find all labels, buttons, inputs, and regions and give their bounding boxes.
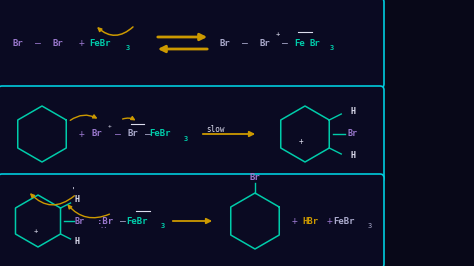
Text: +: + bbox=[299, 138, 303, 147]
Text: Br: Br bbox=[91, 130, 102, 139]
Text: —: — bbox=[35, 38, 41, 48]
Text: Br: Br bbox=[128, 130, 138, 139]
Text: Br: Br bbox=[260, 39, 270, 48]
Text: ': ' bbox=[71, 186, 76, 196]
Text: H: H bbox=[350, 107, 356, 117]
Text: —: — bbox=[282, 38, 288, 48]
Text: +: + bbox=[79, 38, 85, 48]
Text: Br: Br bbox=[250, 172, 260, 181]
Text: FeBr: FeBr bbox=[333, 217, 355, 226]
Text: Br: Br bbox=[75, 217, 85, 226]
Text: 3: 3 bbox=[161, 223, 165, 229]
Text: 3: 3 bbox=[184, 136, 188, 142]
Text: :Br: :Br bbox=[97, 217, 113, 226]
Text: +: + bbox=[108, 123, 112, 128]
Text: H: H bbox=[350, 152, 356, 160]
Text: Br: Br bbox=[53, 39, 64, 48]
Text: FeBr: FeBr bbox=[89, 39, 111, 48]
Text: —: — bbox=[145, 129, 151, 139]
Text: +: + bbox=[292, 216, 298, 226]
Text: H: H bbox=[74, 238, 79, 247]
Text: Fe: Fe bbox=[295, 39, 305, 48]
Text: Br: Br bbox=[348, 130, 358, 139]
Text: +: + bbox=[327, 216, 333, 226]
Text: +: + bbox=[34, 228, 38, 234]
Text: —: — bbox=[242, 38, 248, 48]
Text: 3: 3 bbox=[330, 45, 334, 51]
Text: H: H bbox=[74, 196, 79, 205]
FancyBboxPatch shape bbox=[0, 86, 384, 182]
Text: FeBr: FeBr bbox=[149, 130, 171, 139]
Text: Br: Br bbox=[310, 39, 320, 48]
Text: 3: 3 bbox=[126, 45, 130, 51]
FancyBboxPatch shape bbox=[0, 0, 384, 88]
Text: —: — bbox=[115, 129, 121, 139]
Text: —: — bbox=[120, 216, 126, 226]
Text: slow: slow bbox=[207, 124, 225, 134]
Text: Br: Br bbox=[219, 39, 230, 48]
Text: ..: .. bbox=[100, 223, 108, 229]
Text: Br: Br bbox=[13, 39, 23, 48]
Text: FeBr: FeBr bbox=[126, 217, 148, 226]
Text: +: + bbox=[79, 129, 85, 139]
Text: 3: 3 bbox=[368, 223, 372, 229]
Text: +: + bbox=[276, 31, 280, 37]
Text: HBr: HBr bbox=[302, 217, 318, 226]
FancyBboxPatch shape bbox=[0, 174, 384, 266]
